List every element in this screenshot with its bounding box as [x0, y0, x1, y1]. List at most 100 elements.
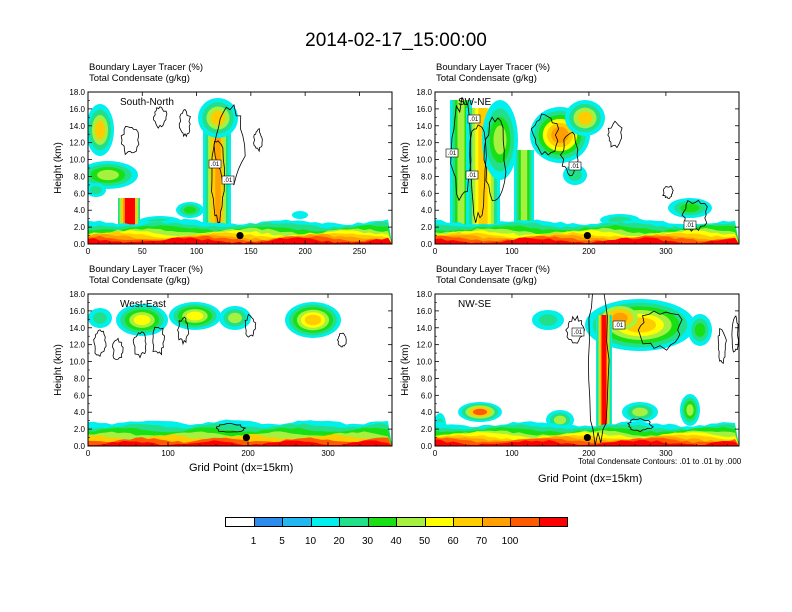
y-tick-label: 16.0: [416, 307, 432, 316]
x-tick-label: 200: [241, 449, 255, 458]
y-tick-label: 2.0: [74, 425, 86, 434]
y-axis-label: Height (km): [53, 344, 64, 396]
panel-label-condensate: Total Condensate (g/kg): [436, 73, 537, 84]
x-tick-label: 300: [659, 247, 673, 256]
contour-tag-label: .01: [574, 330, 583, 336]
section-label: NW-SE: [458, 299, 491, 310]
colorbar-swatch: [339, 517, 369, 527]
y-tick-label: 6.0: [74, 189, 86, 198]
x-tick-label: 0: [433, 247, 438, 256]
y-tick-label: 18.0: [416, 88, 432, 97]
y-tick-label: 2.0: [74, 223, 86, 232]
tracer-band: [435, 439, 739, 446]
contour-tags: .01 .01: [208, 159, 235, 185]
y-tick-label: 18.0: [69, 290, 85, 299]
x-axis-label: Grid Point (dx=15km): [189, 462, 294, 474]
x-tick-label: 300: [659, 449, 673, 458]
colorbar: [225, 517, 568, 529]
y-tick-label: 12.0: [416, 341, 432, 350]
y-tick-label: 0.0: [74, 442, 86, 451]
y-tick-label: 4.0: [421, 206, 433, 215]
colorbar-label: 60: [447, 536, 459, 547]
y-tick-label: 14.0: [416, 324, 432, 333]
tracer-band: [215, 108, 221, 244]
contour-tag-label: .01: [224, 178, 233, 184]
contour-tag-label: .01: [468, 173, 477, 179]
tracer-band: [472, 408, 488, 416]
x-tick-label: 0: [86, 449, 91, 458]
panel-label-tracer: Boundary Layer Tracer (%): [89, 264, 204, 275]
condensate-contour: [336, 332, 347, 348]
panel-label-tracer: Boundary Layer Tracer (%): [89, 62, 204, 73]
contour-tag-label: .01: [470, 117, 479, 123]
condensate-contour: [215, 422, 247, 433]
condensate-contour: [211, 140, 225, 224]
tracer-band: [612, 312, 628, 324]
colorbar-label: 20: [333, 536, 345, 547]
y-tick-label: 14.0: [69, 324, 85, 333]
tracer-band: [680, 203, 700, 213]
condensate-contour: [112, 337, 124, 360]
colorbar-label: 50: [418, 536, 431, 547]
tracer-band: [435, 237, 739, 244]
condensate-contour: [469, 124, 487, 223]
condensate-contour: [681, 199, 708, 232]
tracer-band: [210, 110, 226, 126]
section-label: West-East: [120, 299, 166, 310]
x-axis-label: Grid Point (dx=15km): [538, 473, 643, 485]
y-tick-label: 4.0: [74, 206, 86, 215]
condensate-contour: [565, 314, 585, 344]
tracer-band: [304, 314, 322, 326]
condensate-contour: [662, 185, 674, 199]
tracer-band: [133, 314, 151, 326]
section-label: South-North: [120, 97, 174, 108]
y-axis-label: Height (km): [53, 142, 64, 194]
panel-label-tracer: Boundary Layer Tracer (%): [436, 62, 551, 73]
x-tick-label: 200: [298, 247, 312, 256]
condensate-contour: [588, 294, 610, 446]
x-tick-label: 250: [353, 247, 367, 256]
colorbar-label: 10: [304, 536, 317, 547]
y-tick-label: 0.0: [74, 240, 86, 249]
colorbar-label: 40: [390, 536, 402, 547]
contour-tag-box: [467, 114, 481, 124]
tracer-field: [435, 294, 739, 446]
panel-label-condensate: Total Condensate (g/kg): [89, 275, 190, 286]
y-tick-label: 10.0: [416, 358, 432, 367]
x-tick-label: 100: [505, 449, 519, 458]
condensate-contour: [132, 331, 147, 359]
contour-tags: .01 .01: [571, 320, 626, 337]
contour-tag-box: [612, 320, 626, 330]
y-tick-label: 8.0: [421, 172, 433, 181]
location-marker: [236, 231, 244, 240]
condensate-contour: [483, 116, 507, 202]
tracer-band: [228, 312, 242, 324]
colorbar-label: 70: [475, 536, 488, 547]
y-tick-label: 14.0: [69, 122, 85, 131]
x-tick-label: 150: [244, 247, 258, 256]
contour-tag-label: .01: [615, 323, 624, 329]
y-tick-label: 16.0: [416, 105, 432, 114]
contour-tag-box: [683, 220, 697, 230]
x-tick-label: 100: [161, 449, 175, 458]
location-marker: [583, 231, 591, 240]
panel-label-condensate: Total Condensate (g/kg): [89, 73, 190, 84]
tracer-band: [551, 126, 569, 144]
location-marker: [242, 433, 250, 442]
x-tick-label: 100: [505, 247, 519, 256]
tracer-band: [478, 108, 488, 240]
y-tick-label: 2.0: [421, 223, 433, 232]
x-tick-label: 200: [582, 247, 596, 256]
contour-tag-box: [445, 148, 459, 158]
condensate-contour: [153, 106, 168, 129]
colorbar-swatch: [253, 517, 283, 527]
y-axis-label: Height (km): [400, 344, 411, 396]
tracer-band: [520, 150, 528, 240]
contour-tag-box: [571, 327, 585, 337]
tracer-band: [183, 206, 197, 214]
y-tick-label: 12.0: [69, 139, 85, 148]
y-tick-label: 12.0: [69, 341, 85, 350]
condensate-contour: [637, 310, 683, 351]
tracer-field: [88, 302, 392, 446]
tracer-band: [553, 415, 567, 425]
